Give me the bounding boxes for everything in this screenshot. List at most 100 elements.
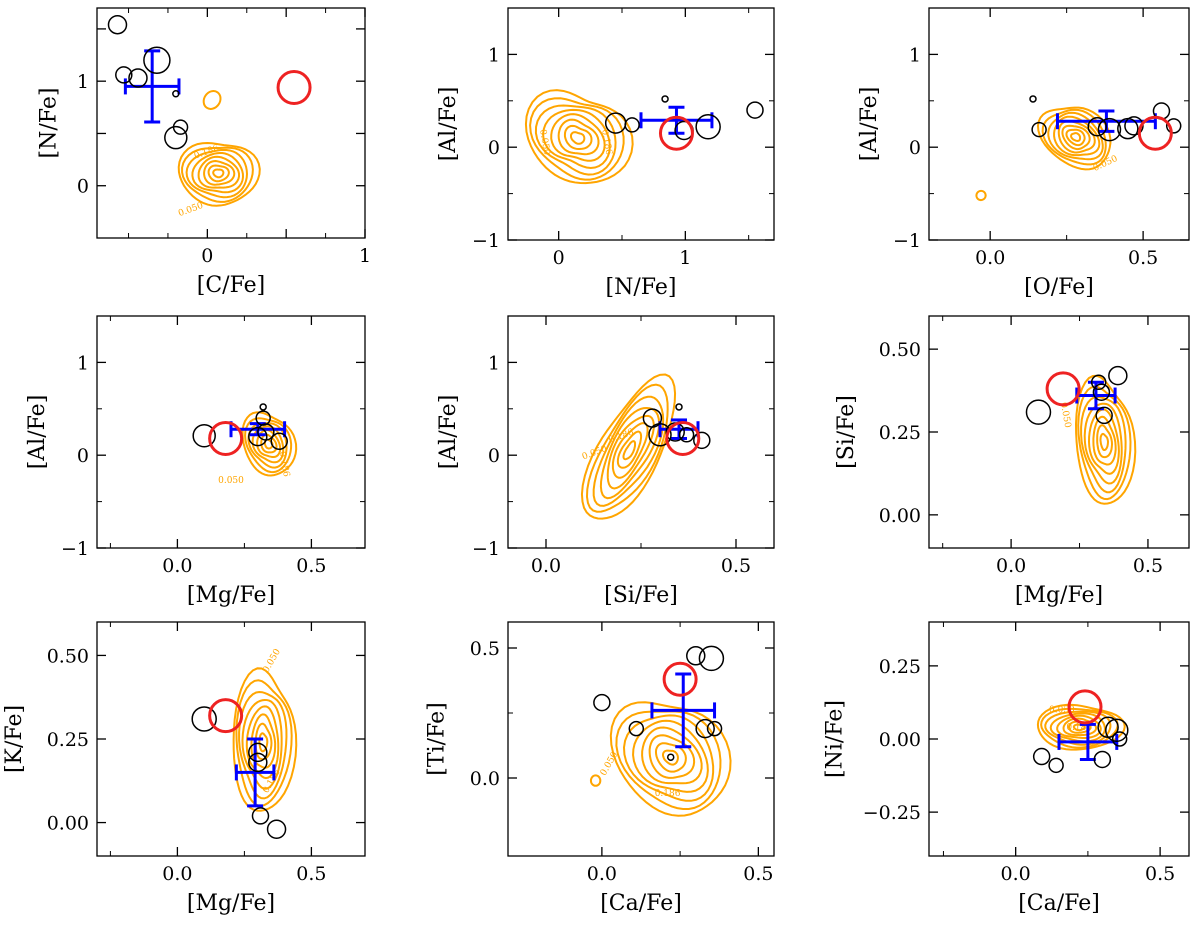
contour-label: 0.186 bbox=[277, 451, 291, 478]
y-axis-label: [Al/Fe] bbox=[436, 87, 461, 162]
highlight-point bbox=[1067, 689, 1103, 725]
density-contour bbox=[238, 690, 288, 800]
y-tick-label: −1 bbox=[472, 230, 500, 252]
density-contour bbox=[197, 155, 241, 189]
density-contour-blob bbox=[589, 774, 602, 787]
contour-label: 0.186 bbox=[599, 129, 613, 156]
highlight-point bbox=[658, 115, 694, 151]
x-tick-label: 0.0 bbox=[587, 863, 617, 885]
density-contour bbox=[1096, 424, 1114, 459]
scatter-point bbox=[164, 125, 188, 150]
density-contour bbox=[542, 108, 611, 170]
density-contour bbox=[654, 742, 687, 773]
y-tick-label: 0.00 bbox=[879, 729, 921, 751]
density-contour bbox=[599, 406, 661, 500]
x-tick-label: 0.5 bbox=[296, 555, 326, 577]
density-contour bbox=[611, 422, 649, 479]
scatter-point bbox=[686, 646, 706, 666]
density-contour-blob bbox=[975, 189, 987, 202]
y-axis-label: [Ni/Fe] bbox=[823, 700, 848, 778]
scatter-point bbox=[172, 89, 180, 98]
density-contour bbox=[641, 726, 703, 785]
y-tick-label: 0.25 bbox=[879, 656, 921, 678]
panel-mg-fe_si-fe: 0.050 0.0 0.5 0.00 0.25 0.50 [Mg/Fe] [Si/Fe] bbox=[834, 315, 1190, 608]
y-tick-label: −1 bbox=[472, 538, 500, 560]
density-contour bbox=[622, 714, 715, 802]
density-contour bbox=[524, 89, 634, 185]
highlight-point bbox=[208, 420, 244, 456]
highlight-point bbox=[1045, 371, 1081, 407]
highlight-point bbox=[208, 698, 244, 734]
x-tick-label: 0.5 bbox=[1145, 863, 1175, 885]
scatter-point bbox=[248, 742, 268, 763]
axes-frame bbox=[507, 7, 775, 241]
density-contour bbox=[181, 146, 254, 203]
scatter-point bbox=[1105, 718, 1129, 742]
contour-label: 0.050 bbox=[218, 476, 244, 486]
scatter-point bbox=[143, 46, 171, 75]
panel-mg-fe_al-fe: 0.050 0.186 0.0 0.5 −1 0 1 [Mg/Fe] [Al/Fe] bbox=[25, 315, 366, 608]
scatter-point bbox=[128, 68, 148, 88]
x-axis-label: [Ca/Fe] bbox=[1018, 891, 1100, 916]
scatter-point bbox=[628, 720, 645, 737]
panel-data: 0.050 bbox=[1025, 365, 1137, 505]
axes-frame bbox=[928, 7, 1190, 241]
contour-label: 0.050 bbox=[1058, 402, 1072, 429]
y-axis-label: [N/Fe] bbox=[37, 88, 62, 159]
x-axis-label: [C/Fe] bbox=[197, 273, 266, 298]
density-contour bbox=[534, 104, 617, 176]
x-axis-label: [O/Fe] bbox=[1024, 275, 1094, 300]
scatter-point bbox=[1032, 747, 1051, 766]
y-tick-label: 0.25 bbox=[879, 422, 921, 444]
scatter-point bbox=[695, 114, 721, 140]
density-contour bbox=[1070, 132, 1082, 142]
density-contour bbox=[263, 438, 274, 450]
density-contour bbox=[1061, 124, 1091, 151]
density-contour bbox=[550, 113, 606, 162]
density-contour bbox=[247, 422, 288, 469]
x-tick-label: 0.5 bbox=[743, 863, 773, 885]
x-tick-label: 0.5 bbox=[296, 863, 326, 885]
y-tick-label: 0.5 bbox=[470, 638, 500, 660]
scatter-point bbox=[1025, 399, 1052, 425]
y-tick-label: 0.25 bbox=[47, 729, 89, 751]
density-contour bbox=[661, 749, 679, 766]
y-axis-label: [Al/Fe] bbox=[857, 87, 882, 162]
scatter-point bbox=[1029, 95, 1037, 103]
scatter-point bbox=[698, 645, 725, 672]
density-contour bbox=[1056, 714, 1102, 740]
x-axis-label: [Mg/Fe] bbox=[187, 891, 275, 916]
density-contour bbox=[244, 417, 293, 474]
scatter-point bbox=[706, 720, 723, 737]
density-contour bbox=[191, 151, 244, 194]
density-contour bbox=[1099, 432, 1110, 451]
density-contour bbox=[1053, 115, 1101, 157]
y-axis-label: [Al/Fe] bbox=[436, 395, 461, 470]
scatter-point bbox=[1087, 117, 1107, 137]
y-axis-label: [Ti/Fe] bbox=[425, 702, 450, 775]
contour-label: 0.186 bbox=[1066, 723, 1092, 733]
density-contour-blob bbox=[202, 90, 222, 110]
density-contour bbox=[616, 430, 643, 469]
scatter-point bbox=[1108, 365, 1128, 386]
scatter-point bbox=[1031, 121, 1047, 138]
scatter-point bbox=[1092, 383, 1111, 401]
scatter-point bbox=[648, 423, 672, 447]
x-axis-label: [Mg/Fe] bbox=[187, 583, 275, 608]
density-contour bbox=[1047, 111, 1104, 161]
y-tick-label: 0 bbox=[77, 445, 89, 467]
density-contour bbox=[632, 719, 709, 793]
y-tick-label: 0.50 bbox=[47, 645, 89, 667]
x-tick-label: 1 bbox=[679, 247, 691, 269]
density-contour bbox=[1065, 128, 1086, 147]
x-axis-label: [Si/Fe] bbox=[604, 583, 678, 608]
density-contour bbox=[207, 164, 230, 183]
density-contour bbox=[1092, 415, 1117, 466]
density-contour bbox=[235, 679, 293, 807]
